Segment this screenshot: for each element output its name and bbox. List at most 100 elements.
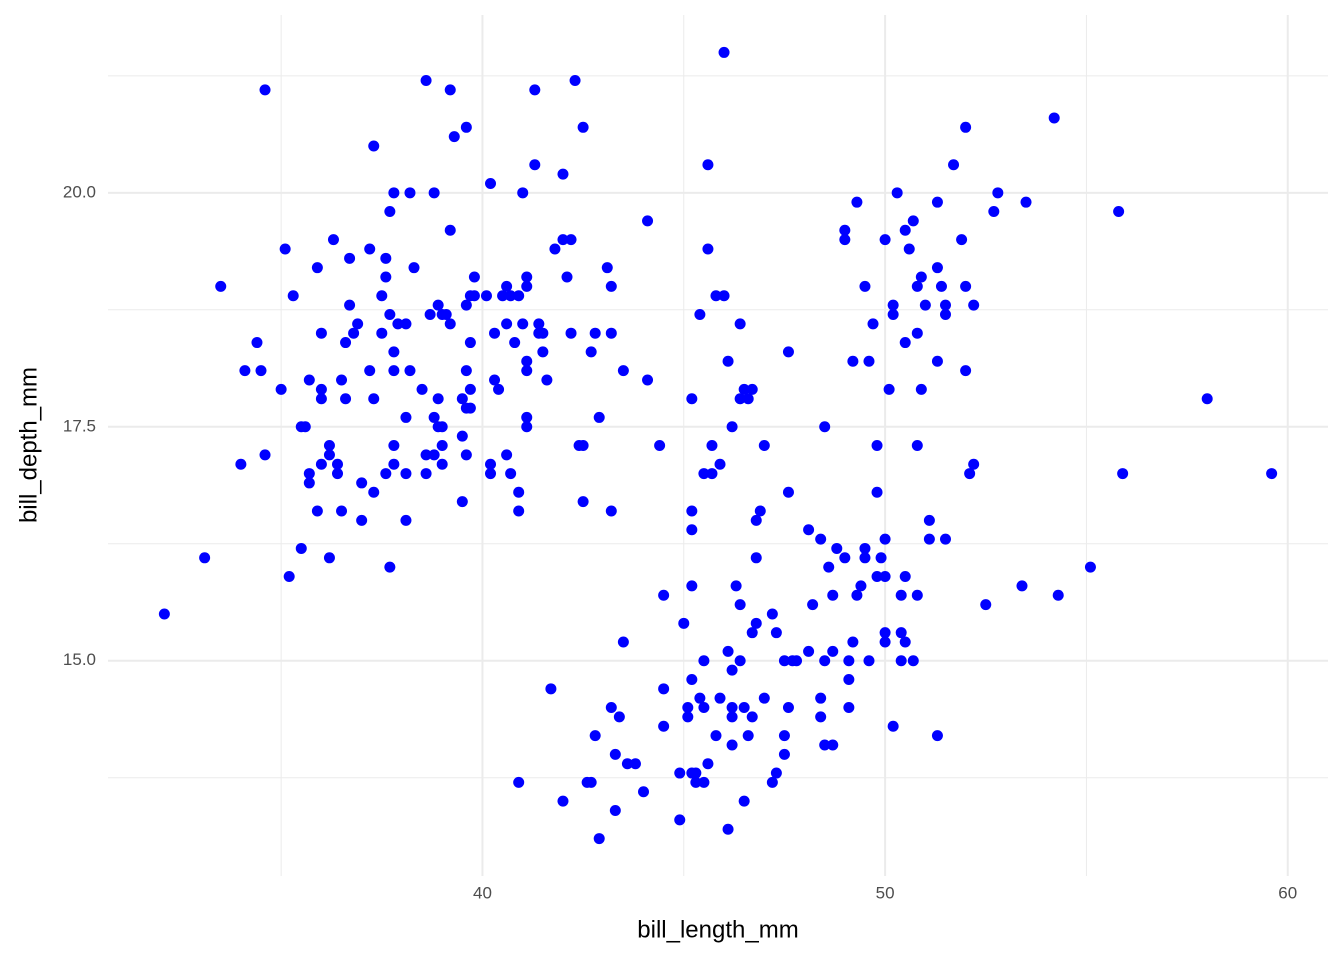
point bbox=[988, 206, 1000, 218]
point bbox=[323, 449, 335, 461]
point bbox=[782, 702, 794, 714]
point bbox=[468, 271, 480, 283]
point bbox=[400, 514, 412, 526]
x-tick-label: 50 bbox=[876, 883, 895, 902]
y-tick-label: 17.5 bbox=[63, 416, 96, 435]
point bbox=[698, 468, 710, 480]
point bbox=[376, 290, 388, 302]
point bbox=[726, 702, 738, 714]
point bbox=[497, 290, 509, 302]
point bbox=[915, 271, 927, 283]
point bbox=[638, 786, 650, 798]
point bbox=[384, 561, 396, 573]
point bbox=[726, 664, 738, 676]
point bbox=[303, 374, 315, 386]
point bbox=[601, 262, 613, 274]
point bbox=[907, 215, 919, 227]
point bbox=[577, 440, 589, 451]
x-axis-title: bill_length_mm bbox=[637, 916, 798, 943]
point bbox=[585, 776, 597, 788]
point bbox=[521, 280, 533, 292]
point bbox=[919, 299, 931, 311]
y-axis-title: bill_depth_mm bbox=[15, 367, 42, 523]
point bbox=[356, 477, 368, 489]
point bbox=[871, 486, 883, 498]
point bbox=[879, 627, 891, 639]
point bbox=[368, 140, 380, 152]
point bbox=[899, 224, 911, 236]
point bbox=[489, 374, 501, 386]
point bbox=[839, 234, 851, 246]
point bbox=[501, 280, 513, 292]
point bbox=[605, 327, 617, 339]
point bbox=[907, 655, 919, 667]
point bbox=[388, 365, 400, 377]
point bbox=[746, 627, 758, 639]
point bbox=[710, 730, 722, 742]
point bbox=[485, 177, 497, 189]
point bbox=[521, 271, 533, 283]
point bbox=[537, 346, 549, 358]
point bbox=[992, 187, 1004, 199]
point bbox=[686, 673, 698, 685]
point bbox=[569, 75, 581, 87]
point bbox=[863, 655, 875, 667]
point bbox=[738, 702, 750, 714]
point bbox=[968, 458, 980, 470]
point bbox=[960, 365, 972, 377]
point bbox=[303, 477, 315, 489]
point bbox=[879, 636, 891, 648]
point bbox=[380, 468, 392, 480]
point bbox=[275, 383, 287, 395]
point bbox=[489, 327, 501, 339]
point bbox=[883, 383, 895, 395]
point bbox=[706, 440, 718, 451]
point bbox=[948, 159, 960, 171]
point bbox=[968, 299, 980, 311]
point bbox=[879, 234, 891, 246]
point bbox=[746, 711, 758, 723]
point bbox=[960, 121, 972, 133]
point bbox=[960, 280, 972, 292]
point bbox=[702, 159, 714, 171]
point bbox=[565, 234, 577, 246]
point bbox=[428, 187, 440, 199]
point bbox=[468, 290, 480, 302]
point bbox=[807, 599, 819, 611]
point bbox=[859, 552, 871, 564]
point bbox=[605, 280, 617, 292]
point bbox=[694, 308, 706, 320]
point bbox=[750, 514, 762, 526]
point bbox=[384, 206, 396, 218]
point bbox=[964, 468, 976, 480]
point bbox=[428, 449, 440, 461]
point bbox=[859, 280, 871, 292]
point bbox=[613, 711, 625, 723]
point bbox=[279, 243, 291, 255]
point bbox=[859, 542, 871, 554]
point bbox=[791, 655, 803, 667]
point bbox=[891, 187, 903, 199]
point bbox=[690, 776, 702, 788]
point bbox=[827, 739, 839, 751]
point bbox=[843, 673, 855, 685]
point bbox=[782, 346, 794, 358]
point bbox=[380, 252, 392, 264]
point bbox=[887, 308, 899, 320]
points bbox=[158, 46, 1278, 845]
point bbox=[980, 599, 992, 611]
grid bbox=[108, 15, 1328, 876]
point bbox=[702, 243, 714, 255]
point bbox=[513, 776, 525, 788]
point bbox=[549, 243, 561, 255]
point bbox=[911, 280, 923, 292]
point bbox=[485, 468, 497, 480]
point bbox=[352, 318, 364, 330]
point bbox=[879, 571, 891, 583]
point bbox=[436, 440, 448, 451]
point bbox=[340, 337, 352, 349]
point bbox=[327, 234, 339, 246]
point bbox=[356, 514, 368, 526]
point bbox=[867, 318, 879, 330]
